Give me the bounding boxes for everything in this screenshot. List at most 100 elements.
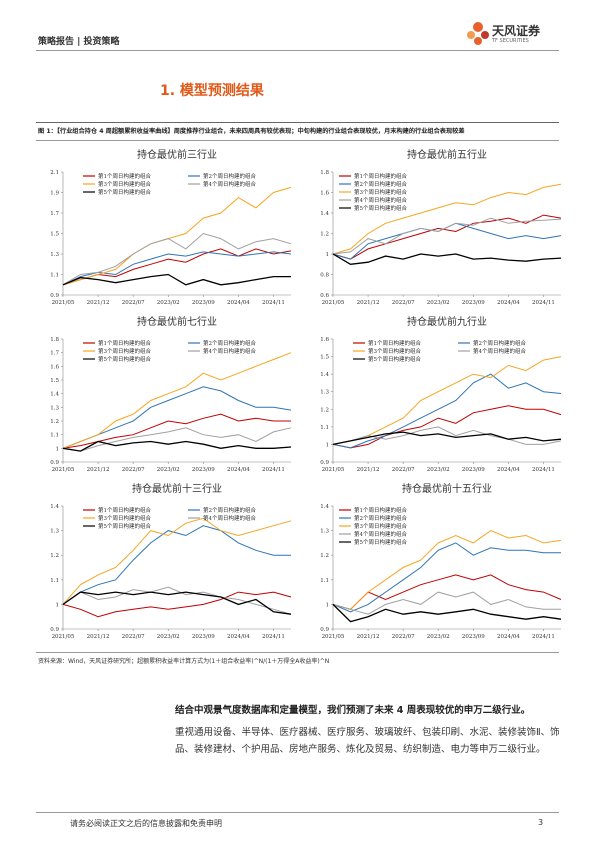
y-tick-label: 0.9 — [50, 293, 59, 299]
legend-label: 第4个周日构建的组合 — [203, 180, 256, 188]
caption-rule — [36, 122, 559, 123]
y-tick-label: 1.6 — [320, 191, 329, 197]
chart-title: 持仓最优前九行业 — [407, 315, 487, 328]
x-tick-label: 2022/07 — [392, 634, 415, 640]
series-line — [332, 574, 562, 610]
chart-title: 持仓最优前十五行业 — [402, 482, 492, 495]
series-line — [62, 251, 292, 286]
x-tick-label: 2023/09 — [192, 634, 215, 640]
series-line — [62, 186, 292, 286]
x-tick-label: 2023/02 — [157, 467, 180, 473]
series-line — [332, 405, 562, 449]
y-tick-label: 0.8 — [320, 273, 329, 279]
x-tick-label: 2024/11 — [532, 467, 555, 473]
legend-label: 第5个周日构建的组合 — [354, 204, 407, 212]
x-tick-label: 2021/05 — [322, 467, 345, 473]
chart-title: 持仓最优前五行业 — [407, 148, 487, 161]
chart-title: 持仓最优前十三行业 — [132, 482, 222, 495]
legend-label: 第4个周日构建的组合 — [354, 196, 407, 204]
legend-label: 第5个周日构建的组合 — [98, 522, 151, 530]
series-line — [62, 248, 292, 286]
x-tick-label: 2021/05 — [52, 634, 75, 640]
x-tick-label: 2023/02 — [157, 634, 180, 640]
legend-label: 第4个周日构建的组合 — [203, 514, 256, 522]
y-tick-label: 1 — [56, 446, 60, 452]
y-tick-label: 1.3 — [50, 252, 59, 258]
x-tick-label: 2021/05 — [52, 300, 75, 306]
logo-en: TF SECURITIES — [492, 38, 529, 44]
y-tick-label: 1.1 — [50, 578, 59, 584]
legend-label: 第5个周日构建的组合 — [368, 355, 421, 363]
series-line — [332, 591, 561, 615]
y-tick-label: 1.6 — [320, 337, 329, 343]
series-line — [62, 273, 291, 286]
legend-label: 第5个周日构建的组合 — [98, 355, 151, 363]
y-tick-label: 1.2 — [320, 407, 329, 413]
section-title: 1. 模型预测结果 — [160, 83, 264, 99]
y-tick-label: 0.6 — [320, 293, 329, 299]
figure-caption: 图 1：【行业组合持仓 4 周超额累积收益率曲线】周度推荐行业组合，未来四周具有… — [38, 128, 465, 135]
series-line — [62, 440, 292, 452]
series-line — [62, 517, 292, 605]
x-tick-label: 2024/11 — [532, 300, 555, 306]
legend-label: 第3个周日构建的组合 — [354, 188, 407, 196]
series-line — [62, 586, 292, 615]
x-tick-label: 2021/12 — [87, 634, 110, 640]
y-tick-label: 1.3 — [50, 529, 59, 535]
x-tick-label: 2021/12 — [357, 634, 380, 640]
x-tick-label: 2021/12 — [357, 467, 380, 473]
legend-label: 第4个周日构建的组合 — [203, 347, 256, 355]
footer-rule — [36, 812, 559, 813]
x-tick-label: 2024/11 — [262, 300, 285, 306]
y-tick-label: 1.5 — [50, 232, 59, 238]
x-tick-label: 2022/07 — [392, 467, 415, 473]
series-line — [62, 427, 292, 452]
y-tick-label: 1.4 — [320, 504, 329, 510]
y-tick-label: 1.4 — [50, 392, 59, 398]
series-line — [332, 217, 562, 255]
x-tick-label: 2021/05 — [322, 300, 345, 306]
legend-label: 第4个周日构建的组合 — [473, 347, 526, 355]
y-tick-label: 1.1 — [50, 273, 59, 279]
legend-label: 第1个周日构建的组合 — [354, 172, 407, 180]
x-tick-label: 2023/09 — [192, 300, 215, 306]
y-tick-label: 1.7 — [50, 211, 59, 217]
y-tick-label: 1.2 — [50, 553, 59, 559]
x-tick-label: 2022/07 — [122, 634, 145, 640]
legend-label: 第3个周日构建的组合 — [368, 347, 421, 355]
legend-label: 第1个周日构建的组合 — [368, 339, 421, 347]
y-tick-label: 1.5 — [50, 378, 59, 384]
x-tick-label: 2024/04 — [497, 634, 520, 640]
paragraph-bold: 结合中观景气度数据库和定量模型，我们预测了未来 4 周表现较优的申万二级行业。 — [175, 705, 531, 716]
y-tick-label: 1.3 — [320, 390, 329, 396]
series-line — [62, 591, 292, 615]
y-tick-label: 1.1 — [50, 433, 59, 439]
paragraph: 重视通用设备、半导体、医疗器械、医疗服务、玻璃玻纤、包装印刷、水泥、装修装饰Ⅱ、… — [175, 727, 560, 755]
series-line — [332, 530, 562, 610]
y-tick-label: 1.2 — [320, 232, 329, 238]
legend-label: 第2个周日构建的组合 — [203, 506, 256, 514]
y-tick-label: 0.9 — [320, 460, 329, 466]
x-tick-label: 2023/09 — [192, 467, 215, 473]
series-line — [332, 356, 562, 445]
x-tick-label: 2022/07 — [392, 300, 415, 306]
x-tick-label: 2024/11 — [262, 634, 285, 640]
y-tick-label: 1.3 — [50, 405, 59, 411]
series-line — [62, 352, 292, 449]
y-tick-label: 1.1 — [320, 578, 329, 584]
y-tick-label: 1.3 — [320, 529, 329, 535]
legend-label: 第5个周日构建的组合 — [98, 188, 151, 196]
source: 资料来源：Wind，天风证券研究所；超额累积收益率计算方式为(1＋组合收益率)^… — [38, 658, 330, 665]
y-tick-label: 0.9 — [50, 627, 59, 633]
y-tick-label: 1.2 — [320, 553, 329, 559]
series-line — [332, 431, 562, 446]
legend-label: 第1个周日构建的组合 — [98, 172, 151, 180]
x-tick-label: 2024/11 — [532, 634, 555, 640]
footer-disclaimer: 请务必阅读正文之后的信息披露和免责申明 — [70, 819, 222, 828]
series-line — [62, 386, 292, 449]
legend-label: 第4个周日构建的组合 — [354, 530, 407, 538]
series-line — [332, 183, 562, 255]
x-tick-label: 2023/02 — [427, 467, 450, 473]
y-tick-label: 1.7 — [50, 351, 59, 357]
